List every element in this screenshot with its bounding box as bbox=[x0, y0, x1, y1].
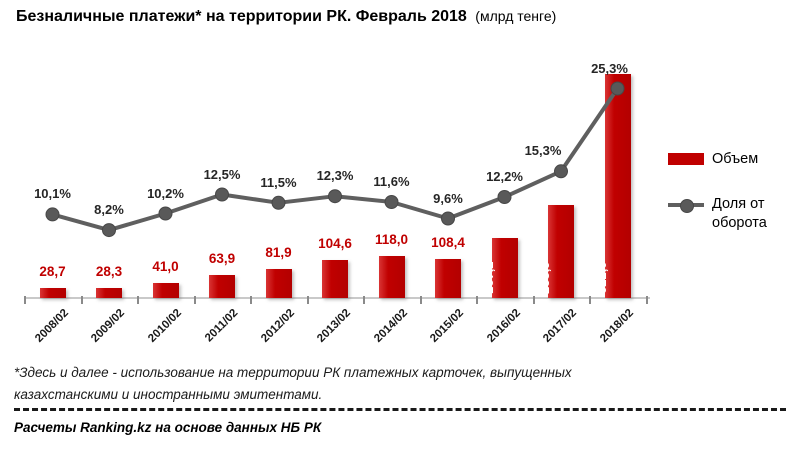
dashed-separator bbox=[14, 408, 786, 411]
line-marker-icon bbox=[610, 81, 625, 96]
legend: Объем Доля от оборота bbox=[668, 150, 800, 259]
line-marker-icon bbox=[384, 195, 399, 209]
legend-item-share: Доля от оборота bbox=[668, 195, 800, 233]
chart-title-text: Безналичные платежи* на территории РК. Ф… bbox=[16, 8, 467, 25]
chart-title: Безналичные платежи* на территории РК. Ф… bbox=[16, 8, 556, 26]
share-percent-label: 25,3% bbox=[591, 60, 628, 76]
axis-tick-icon bbox=[306, 296, 309, 304]
line-marker-icon bbox=[680, 199, 694, 213]
share-percent-label: 12,2% bbox=[486, 168, 523, 184]
share-percent-label: 8,2% bbox=[94, 202, 124, 218]
x-axis-line bbox=[24, 297, 650, 299]
bar-2017/02 bbox=[548, 205, 574, 298]
bar-2013/02 bbox=[322, 260, 348, 298]
bar-2018/02 bbox=[604, 74, 631, 298]
share-percent-label: 10,1% bbox=[34, 186, 71, 202]
axis-tick-icon bbox=[250, 296, 253, 304]
axis-tick-icon bbox=[363, 296, 366, 304]
bar-value-label: 41,0 bbox=[152, 259, 179, 274]
bar-value-label: 118,0 bbox=[374, 232, 409, 247]
footnote: *Здесь и далее - использование на террит… bbox=[14, 365, 572, 402]
bar-value-label: 104,6 bbox=[318, 236, 352, 251]
share-percent-label: 15,3% bbox=[524, 143, 562, 159]
line-marker-icon bbox=[271, 195, 286, 210]
bar-2014/02 bbox=[378, 256, 405, 298]
axis-tick-icon bbox=[476, 296, 479, 304]
share-percent-label: 11,6% bbox=[373, 173, 410, 189]
line-marker-icon bbox=[45, 207, 60, 222]
axis-tick-icon bbox=[419, 296, 422, 304]
axis-tick-icon bbox=[532, 296, 535, 304]
bar-series-swatch-icon bbox=[668, 153, 704, 165]
line-marker-icon bbox=[328, 189, 342, 204]
axis-tick-icon bbox=[589, 296, 592, 304]
axis-tick-icon bbox=[137, 296, 140, 304]
share-percent-label: 11,5% bbox=[260, 174, 297, 190]
axis-tick-icon bbox=[24, 296, 27, 304]
legend-item-volume: Объем bbox=[668, 150, 800, 169]
share-percent-label: 12,5% bbox=[203, 166, 241, 182]
line-marker-icon bbox=[215, 187, 229, 202]
bar-value-label: 28,7 bbox=[39, 264, 66, 279]
bar-2016/02 bbox=[491, 238, 518, 298]
line-marker-icon bbox=[158, 206, 173, 221]
bar-value-label-vertical: 167,2 bbox=[480, 261, 496, 294]
source-note: Расчеты Ranking.kz на основе данных НБ Р… bbox=[14, 420, 322, 435]
bar-2012/02 bbox=[265, 269, 292, 298]
bar-value-label: 108,4 bbox=[431, 235, 465, 250]
bar-value-label: 81,9 bbox=[265, 245, 292, 260]
legend-label-volume: Объем bbox=[712, 151, 759, 167]
bar-value-label-vertical: 258,9 bbox=[537, 261, 552, 294]
legend-label-share: Доля от оборота bbox=[712, 196, 767, 231]
bar-2015/02 bbox=[435, 259, 461, 298]
line-marker-icon bbox=[554, 164, 568, 179]
axis-tick-icon bbox=[645, 296, 648, 304]
bar-value-label-vertical: 622,0 bbox=[593, 261, 609, 294]
bar-2009/02 bbox=[96, 288, 122, 298]
chart-title-unit: (млрд тенге) bbox=[475, 8, 557, 24]
line-series-swatch-icon bbox=[668, 199, 704, 213]
axis-tick-icon bbox=[193, 296, 196, 304]
bar-2008/02 bbox=[39, 288, 66, 298]
axis-tick-icon bbox=[80, 296, 83, 304]
share-line-series bbox=[45, 81, 625, 238]
bar-value-label: 63,9 bbox=[208, 251, 236, 266]
line-marker-icon bbox=[497, 190, 512, 204]
bar-2010/02 bbox=[152, 283, 179, 298]
line-marker-icon bbox=[102, 223, 116, 238]
share-percent-label: 10,2% bbox=[147, 185, 184, 201]
bar-value-label: 28,3 bbox=[95, 264, 123, 279]
share-percent-label: 9,6% bbox=[433, 190, 463, 206]
line-marker-icon bbox=[441, 211, 455, 226]
share-percent-label: 12,3% bbox=[316, 168, 354, 184]
bar-2011/02 bbox=[209, 275, 235, 298]
